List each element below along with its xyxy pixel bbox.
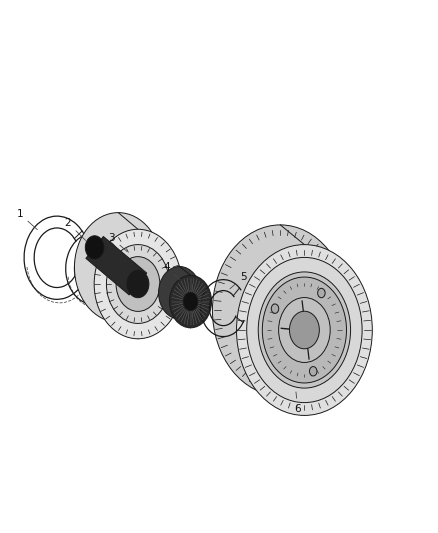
- Ellipse shape: [183, 292, 198, 311]
- Ellipse shape: [85, 236, 104, 259]
- Ellipse shape: [212, 225, 348, 395]
- Ellipse shape: [127, 270, 149, 298]
- Text: 4: 4: [163, 262, 180, 280]
- Text: 1: 1: [16, 209, 37, 230]
- Ellipse shape: [262, 277, 346, 383]
- Ellipse shape: [318, 288, 325, 298]
- Ellipse shape: [290, 311, 319, 349]
- Ellipse shape: [258, 272, 350, 388]
- Ellipse shape: [159, 266, 201, 319]
- Polygon shape: [86, 237, 147, 295]
- Text: 5: 5: [230, 272, 247, 289]
- Ellipse shape: [170, 275, 212, 328]
- Ellipse shape: [247, 257, 362, 402]
- Text: 2: 2: [64, 217, 86, 240]
- Ellipse shape: [310, 367, 317, 376]
- Ellipse shape: [106, 245, 170, 324]
- Ellipse shape: [74, 213, 162, 322]
- Ellipse shape: [237, 245, 372, 415]
- Ellipse shape: [279, 297, 330, 362]
- Ellipse shape: [271, 304, 279, 313]
- Ellipse shape: [94, 229, 182, 339]
- Text: 3: 3: [108, 233, 127, 252]
- Text: 6: 6: [294, 392, 301, 414]
- Ellipse shape: [116, 257, 160, 311]
